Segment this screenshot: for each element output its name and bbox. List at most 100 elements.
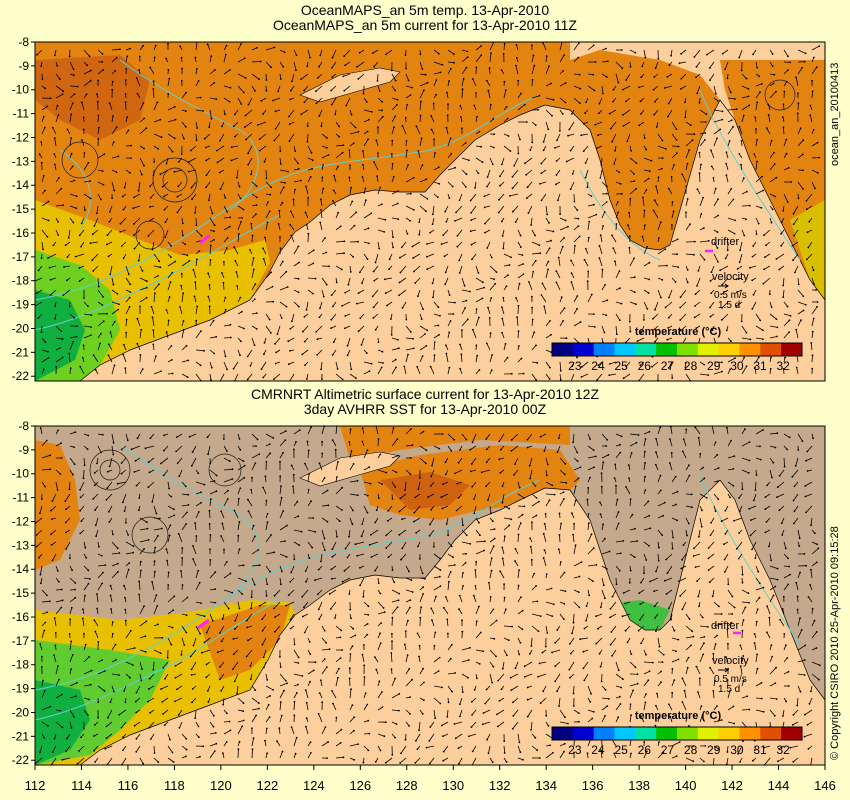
current-vector-head [564,462,567,465]
current-vector-head [447,103,449,106]
current-vector [769,336,777,339]
current-vector [485,433,491,440]
current-vector [685,198,689,207]
current-vector-head [209,534,212,536]
current-vector [573,477,579,483]
current-vector [517,93,522,99]
current-vector [402,125,407,135]
current-vector-head [143,605,145,608]
current-vector [121,241,127,247]
current-vector [97,153,105,159]
current-vector [362,589,365,597]
current-vector-head [243,476,246,479]
current-vector-head [173,105,176,108]
current-vector [696,85,701,94]
current-vector-head [603,331,606,334]
current-vector-head [167,571,170,574]
current-vector [540,157,547,164]
current-vector-head [677,266,680,268]
current-vector-head [630,149,632,152]
current-vector-head [356,302,358,305]
current-vector-head [501,331,503,334]
current-vector-head [748,601,750,604]
current-vector-head [381,115,384,118]
current-vector-head [213,238,215,241]
current-vector-head [426,329,428,332]
current-vector-head [309,176,312,178]
current-vector [35,517,43,524]
current-vector [433,166,439,171]
current-vector [331,565,337,570]
current-vector-head [433,545,435,548]
current-vector-head [250,222,253,225]
current-vector-head [415,125,418,128]
current-vector-head [130,144,133,147]
current-vector [680,289,687,298]
current-vector-head [377,126,379,128]
current-vector-head [186,254,189,257]
current-vector-head [471,328,474,331]
current-vector [356,61,365,68]
current-vector-head [557,256,560,259]
current-vector-head [356,479,359,482]
current-vector [247,373,253,380]
current-vector-head [461,329,463,331]
current-vector-head [274,362,277,365]
current-vector-head [44,341,47,344]
current-vector [611,235,617,243]
current-vector-head [151,501,154,503]
current-vector [514,560,519,567]
current-vector-head [459,367,461,370]
current-vector [419,164,423,171]
current-vector-head [111,197,113,200]
colorbar-swatch [781,343,803,356]
current-vector [459,193,463,201]
current-vector-head [594,123,597,126]
current-vector-head [411,591,414,593]
current-vector-head [137,259,140,262]
current-vector-head [54,54,56,56]
current-vector-head [714,187,717,190]
current-vector [473,493,477,500]
current-vector [321,154,329,159]
current-vector-head [336,535,338,538]
current-vector-head [564,219,567,222]
current-vector-head [600,164,603,166]
current-vector-head [590,195,593,198]
current-vector [601,551,610,555]
current-vector-head [51,126,54,129]
current-vector [41,106,48,111]
current-vector-head [480,54,483,57]
current-vector [769,565,778,569]
current-vector-head [73,179,76,182]
current-vector-head [173,595,176,598]
current-vector [432,217,435,225]
current-vector [543,306,547,315]
map1-drifter-label: drifter [711,236,739,248]
colorbar-swatch [593,343,615,356]
current-vector [223,237,228,243]
current-vector [599,245,603,255]
current-vector [671,145,679,147]
current-vector [430,469,435,477]
current-vector [694,313,701,318]
current-vector [736,277,743,280]
current-vector [321,529,325,539]
current-vector-head [430,607,433,610]
current-vector-head [312,292,314,295]
current-vector [461,67,467,75]
current-vector-head [38,153,41,156]
current-vector-head [98,126,100,129]
current-vector-head [326,489,329,492]
current-vector [755,83,763,87]
current-vector [459,368,463,375]
current-vector-head [250,596,253,599]
current-vector [391,455,399,459]
current-vector [587,534,592,543]
current-vector-head [756,101,759,104]
current-vector-head [272,437,275,439]
current-vector-head [35,534,38,536]
current-vector [486,80,491,87]
current-vector [307,426,312,435]
current-vector [639,121,645,126]
